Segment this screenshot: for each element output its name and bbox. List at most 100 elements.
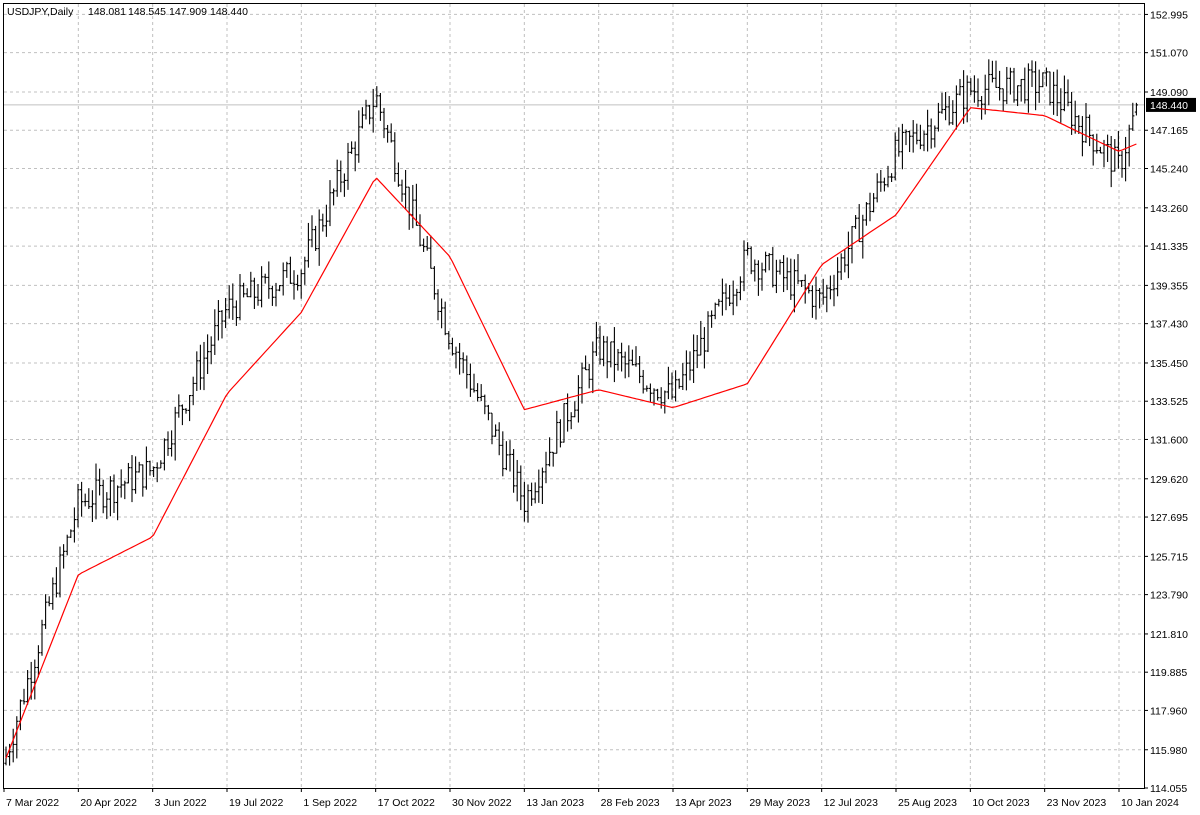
price-bar	[422, 238, 426, 252]
price-bar	[738, 276, 742, 301]
price-bar	[749, 246, 753, 275]
price-bar	[260, 266, 264, 308]
price-bar	[263, 273, 267, 284]
price-bar	[440, 298, 444, 329]
price-bar	[958, 78, 962, 96]
price-bar	[908, 130, 912, 153]
x-tick-label: 25 Aug 2023	[898, 797, 957, 809]
price-bar	[785, 257, 789, 291]
x-tick-label: 10 Jan 2024	[1121, 797, 1179, 809]
price-bar	[90, 490, 94, 522]
y-tick-label: 133.525	[1150, 396, 1188, 408]
price-bar	[609, 341, 613, 368]
price-bar	[202, 341, 206, 391]
price-bar	[875, 173, 879, 203]
price-bar	[418, 214, 422, 247]
y-tick-label: 115.980	[1150, 745, 1187, 757]
price-bar	[1052, 71, 1056, 115]
price-bar	[944, 92, 948, 121]
price-bar	[828, 275, 832, 300]
chart-header: USDJPY,Daily 148.081 148.545 147.909 148…	[7, 6, 248, 18]
price-axis[interactable]: 152.995 151.070 149.090 147.165 145.240 143.2…	[1144, 9, 1188, 795]
price-bar	[713, 302, 717, 320]
price-bar	[40, 619, 44, 656]
price-bar	[710, 310, 714, 328]
price-bar	[1109, 135, 1113, 188]
price-bar	[1134, 102, 1138, 116]
grid-lines	[4, 4, 1144, 788]
price-bar	[15, 716, 19, 759]
price-bar	[584, 355, 588, 371]
price-bar	[645, 385, 649, 392]
price-bar	[551, 451, 555, 467]
price-bar	[98, 468, 102, 496]
price-bar	[965, 75, 969, 123]
price-bar	[47, 596, 51, 607]
price-bar	[728, 284, 732, 307]
open-value: 148.081	[88, 6, 126, 18]
price-bar	[54, 567, 58, 598]
price-bar	[929, 118, 933, 149]
price-bar	[256, 283, 260, 306]
price-bar	[904, 129, 908, 146]
price-bar	[486, 404, 490, 421]
x-tick-label: 13 Jan 2023	[526, 797, 584, 809]
price-bar	[94, 463, 98, 520]
price-bar	[368, 105, 372, 125]
x-tick-label: 29 May 2023	[749, 797, 810, 809]
price-bar	[116, 485, 120, 521]
price-bar	[447, 331, 451, 350]
price-bar	[332, 188, 336, 206]
price-bar	[144, 446, 148, 490]
price-bar	[87, 488, 91, 509]
price-bar	[515, 459, 519, 502]
price-bar	[414, 183, 418, 226]
price-bar	[328, 180, 332, 227]
price-bar	[270, 285, 274, 306]
price-bar	[245, 288, 249, 298]
price-bar	[479, 384, 483, 402]
price-bar	[778, 259, 782, 275]
low-value: 147.909	[169, 6, 207, 18]
price-bar	[227, 285, 231, 319]
price-bar	[994, 60, 998, 89]
price-bar	[1044, 67, 1048, 87]
y-tick-label: 143.260	[1150, 203, 1188, 215]
price-bar	[969, 78, 973, 96]
price-bar	[1008, 67, 1012, 95]
x-tick-label: 20 Apr 2022	[80, 797, 137, 809]
price-bar	[663, 390, 667, 414]
price-bar	[317, 209, 321, 266]
x-tick-label: 17 Oct 2022	[378, 797, 435, 809]
price-bar	[742, 240, 746, 292]
price-bar	[101, 479, 105, 514]
price-bar	[634, 346, 638, 367]
price-bar	[566, 393, 570, 432]
price-bar	[404, 169, 408, 210]
price-bar	[922, 130, 926, 152]
price-bar	[987, 59, 991, 106]
y-tick-label: 141.335	[1150, 241, 1188, 253]
price-bar	[299, 269, 303, 299]
price-bar	[321, 213, 325, 232]
price-bar	[1084, 103, 1088, 143]
price-bar	[242, 282, 246, 298]
price-bar	[252, 277, 256, 309]
price-bar	[677, 378, 681, 389]
price-bar	[717, 298, 721, 307]
price-bar	[868, 192, 872, 222]
price-bar	[26, 670, 30, 705]
price-bar	[1016, 85, 1020, 107]
price-bar	[468, 363, 472, 397]
x-tick-label: 10 Oct 2023	[972, 797, 1029, 809]
price-bar	[393, 132, 397, 182]
price-bar	[1116, 131, 1120, 169]
price-bar	[864, 202, 868, 226]
price-bar	[364, 99, 368, 120]
price-bar	[591, 341, 595, 394]
price-bar	[558, 419, 562, 448]
price-bar	[620, 342, 624, 372]
time-axis[interactable]: 7 Mar 2022 20 Apr 2022 3 Jun 2022 19 Jul 20…	[3, 788, 1179, 809]
y-tick-label: 114.055	[1150, 783, 1187, 795]
price-bar	[274, 282, 278, 307]
